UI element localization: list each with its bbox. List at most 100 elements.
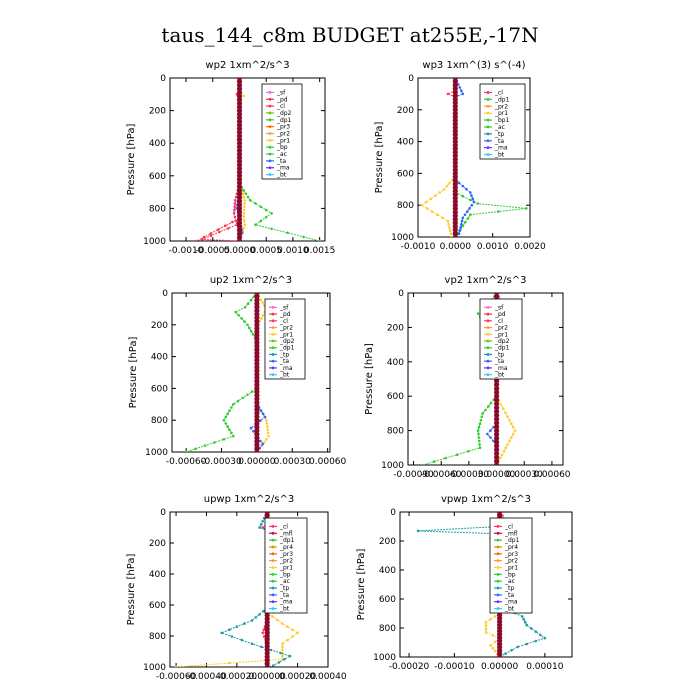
data-point: [254, 368, 260, 374]
legend: _sf_pd_cl_pr2_pr1_dp2_dp1_tp_ta_ma_bt: [479, 298, 523, 380]
data-point: [452, 100, 458, 106]
data-point: [254, 421, 260, 427]
data-point: [494, 401, 500, 407]
data-point: [254, 315, 260, 321]
panel-title: upwp 1xm^2/s^3: [204, 494, 294, 505]
data-point: [230, 635, 234, 638]
legend-marker: [268, 145, 272, 149]
plot-frame: [171, 292, 331, 453]
data-point: [497, 210, 500, 213]
data-point: [254, 346, 260, 353]
legend-marker: [271, 586, 275, 590]
x-tick-label: 0.00060: [309, 457, 346, 467]
y-tick-label: 0: [390, 508, 396, 518]
legend-label: _cl: [494, 89, 503, 96]
x-tick-label: -0.00030: [449, 470, 490, 480]
data-point: [260, 317, 263, 320]
legend-label: _pr4: [279, 544, 293, 551]
data-point: [429, 197, 433, 201]
data-point: [242, 189, 246, 192]
y-tick-label: 0: [408, 74, 414, 84]
data-point: [258, 526, 261, 529]
legend-marker: [268, 138, 272, 142]
data-point: [236, 205, 243, 211]
data-point: [236, 118, 243, 125]
data-point: [233, 205, 236, 209]
data-point: [464, 220, 467, 224]
legend-label: _bp1: [494, 117, 510, 124]
legend-label: _cl: [279, 318, 288, 325]
y-tick-label: 200: [149, 107, 166, 117]
data-point: [525, 623, 528, 627]
data-point: [251, 333, 255, 336]
data-point: [504, 652, 507, 655]
data-point: [261, 631, 265, 635]
x-tick-label: -0.0010: [401, 242, 436, 252]
y-tick-label: 400: [149, 570, 166, 580]
data-point: [502, 449, 506, 453]
data-point: [501, 407, 505, 410]
data-point: [283, 658, 286, 661]
legend-label: _ta: [279, 592, 289, 599]
data-point: [236, 133, 243, 139]
legend-label: _bt: [279, 372, 290, 379]
data-point: [236, 79, 243, 85]
data-point: [228, 428, 231, 432]
data-point: [469, 191, 472, 194]
data-point: [264, 215, 268, 219]
chart-panel-2: wp3 1xm^(3) s^(-4) Pressure [hPa] 0 200 400 6…: [374, 60, 546, 252]
legend-marker: [271, 525, 275, 528]
x-tick-label: 0.0015: [304, 246, 336, 256]
data-point: [477, 432, 480, 436]
legend: _cl_mfl_dp1_pr4_pr3_pr2_pr1_bp_ac_tp_ta_…: [264, 517, 308, 614]
legend-marker: [486, 312, 490, 316]
data-point: [484, 627, 488, 631]
data-point: [236, 223, 243, 230]
data-point: [236, 151, 243, 157]
data-point: [233, 208, 236, 212]
legend-marker: [271, 366, 275, 370]
chart-panel-5: upwp 1xm^2/s^3 Pressure [hPa] 0 200 400 600 80…: [126, 494, 347, 682]
legend-label: _dp2: [279, 338, 295, 345]
data-point: [254, 304, 260, 310]
data-point: [500, 453, 504, 457]
data-point: [250, 390, 254, 393]
data-point: [243, 219, 246, 222]
data-point: [510, 422, 513, 426]
y-tick-label: 400: [379, 566, 396, 576]
legend-label: _ta: [276, 158, 286, 165]
data-point: [236, 180, 243, 186]
data-point: [461, 184, 465, 188]
data-point: [236, 166, 243, 172]
data-point: [494, 378, 500, 384]
data-point: [281, 622, 284, 625]
legend-label: _pr2: [494, 103, 508, 110]
data-point: [296, 631, 299, 635]
data-point: [452, 131, 458, 138]
data-point: [236, 220, 243, 226]
data-point: [476, 429, 480, 432]
legend: _sf_pd_cl_dp2_dp1_pr3_pr2_pr1_bp_ac_ta_m…: [261, 83, 303, 180]
chart-panel-6: vpwp 1xm^2/s^3 Pressure [hPa] 0 200 400 600 80…: [356, 494, 573, 672]
data-point: [259, 298, 263, 301]
series-line-ta: [454, 78, 475, 237]
data-point: [236, 198, 243, 204]
data-point: [261, 301, 264, 304]
data-point: [254, 431, 260, 437]
legend-marker: [271, 579, 275, 583]
data-point: [494, 424, 500, 430]
plot-frame: [169, 77, 326, 242]
x-tick-label: -0.00010: [434, 662, 475, 672]
legend-marker: [496, 559, 500, 563]
legend-label: _pr3: [276, 124, 290, 131]
data-point: [230, 431, 233, 435]
legend: _cl_dp1_pr2_pr1_bp1_ac_tp_ta_ma_bt: [479, 83, 526, 160]
legend-marker: [271, 600, 275, 604]
data-point: [452, 227, 458, 233]
legend-marker: [271, 346, 275, 350]
legend-marker: [486, 104, 490, 108]
data-point: [236, 126, 243, 132]
data-point: [477, 439, 481, 443]
data-point: [259, 219, 263, 223]
plot-frame: [169, 511, 329, 668]
